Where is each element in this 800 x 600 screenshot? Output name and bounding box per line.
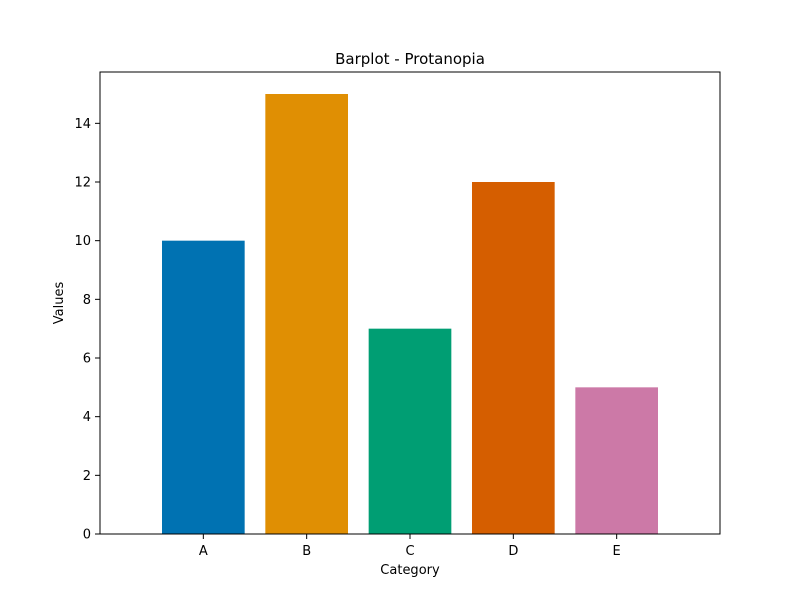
y-tick-label: 8 [83,293,91,308]
y-tick-label: 4 [83,410,91,425]
x-tick-label: C [405,544,414,559]
bar-A [162,240,245,534]
y-tick-label: 6 [83,352,91,367]
y-tick-label: 0 [83,528,91,543]
y-tick-label: 10 [74,234,91,249]
x-tick-label: D [508,544,518,559]
y-tick-label: 14 [74,117,91,132]
y-tick-label: 12 [74,176,91,191]
bar-E [575,387,658,534]
y-tick-label: 2 [83,469,91,484]
bar-D [472,182,555,534]
bars-group [162,94,658,534]
x-axis-ticks: A B C D E [199,534,621,559]
bar-C [368,328,452,534]
y-axis-ticks: 0 2 4 6 8 10 12 14 [74,117,100,543]
x-axis-title: Category [380,563,440,578]
chart-title: Barplot - Protanopia [335,50,485,68]
x-tick-label: A [199,544,208,559]
bar-B [265,94,348,534]
x-tick-label: E [613,544,621,559]
y-axis-title: Values [52,282,67,325]
x-tick-label: B [302,544,311,559]
